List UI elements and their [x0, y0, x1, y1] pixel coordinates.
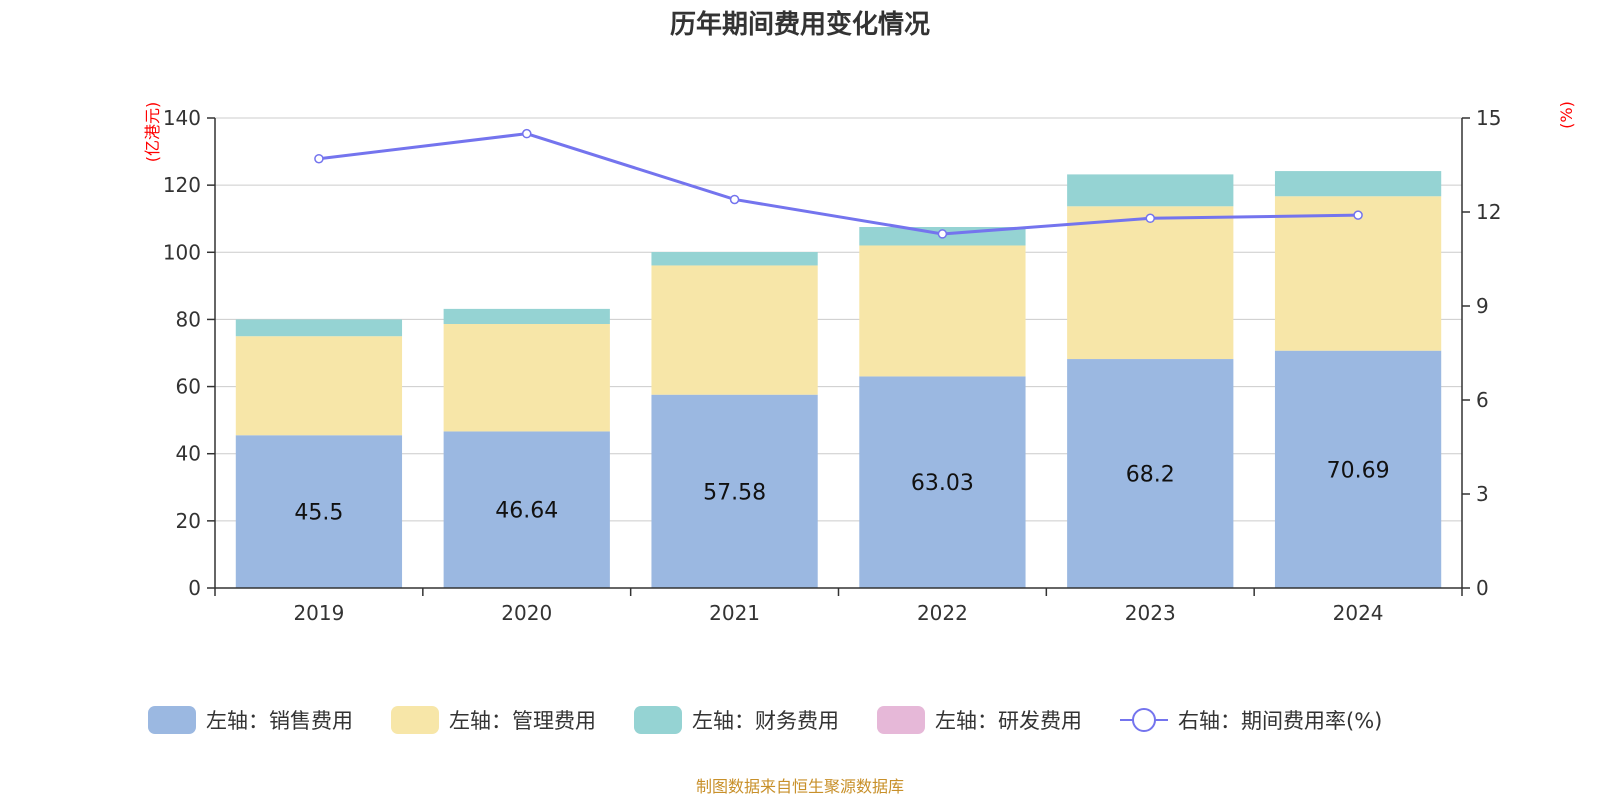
- legend-label: 左轴：研发费用: [935, 709, 1082, 733]
- bar-value-label: 46.64: [495, 499, 558, 524]
- bar-admin: [651, 265, 818, 395]
- bar-value-label: 63.03: [911, 471, 974, 496]
- legend-swatch: [391, 706, 439, 734]
- bar-sales: [859, 376, 1026, 588]
- legend-label: 左轴：销售费用: [206, 709, 353, 733]
- right-axis-unit: (%): [1557, 101, 1576, 129]
- legend-label: 右轴：期间费用率(%): [1178, 709, 1382, 733]
- bar-sales: [235, 435, 403, 588]
- bar-finance: [1274, 171, 1442, 197]
- bar-finance: [443, 308, 610, 324]
- right-axis-tick-label: 0: [1476, 576, 1489, 600]
- legend-swatch: [634, 706, 682, 734]
- legend-item-admin: 左轴：管理费用: [391, 706, 596, 734]
- legend-label: 左轴：管理费用: [449, 709, 596, 733]
- rate-point: [1353, 210, 1363, 220]
- right-axis-tick-label: 15: [1476, 106, 1501, 130]
- line-layer: [314, 128, 1363, 239]
- rate-point: [314, 153, 324, 164]
- bar-sales: [1067, 359, 1234, 588]
- grid-layer: [215, 117, 1462, 522]
- left-axis-tick-label: 60: [176, 375, 201, 399]
- x-axis-tick-label: 2023: [1125, 601, 1176, 625]
- bar-sales: [651, 394, 818, 588]
- left-axis-tick-label: 0: [188, 576, 201, 600]
- x-axis-tick-label: 2022: [917, 601, 968, 625]
- bar-finance: [1067, 174, 1234, 207]
- right-axis-tick-label: 12: [1476, 200, 1501, 224]
- label-layer: 45.5 46.64 57.58 63.03 68.2 70.69: [294, 458, 1389, 525]
- left-axis-tick-label: 100: [163, 240, 201, 264]
- bar-admin: [235, 336, 403, 436]
- rate-point: [729, 194, 740, 205]
- legend: 左轴：销售费用 左轴：管理费用 左轴：财务费用 左轴：研发费用 右轴：期间费用率(%): [148, 706, 1382, 734]
- axis-layer: 0 20 40 60 80 100 120 140 0 3 6 9 12 15 2019 2020 2021 20…: [163, 106, 1502, 625]
- rate-point: [522, 128, 532, 139]
- legend-label: 左轴：财务费用: [692, 709, 839, 733]
- bar-value-label: 68.2: [1126, 463, 1175, 488]
- bar-value-label: 45.5: [294, 501, 343, 526]
- bar-layer: [235, 171, 1442, 588]
- bar-value-label: 57.58: [703, 480, 766, 505]
- legend-item-finance: 左轴：财务费用: [634, 706, 839, 734]
- legend-swatch: [877, 706, 925, 734]
- x-axis-tick-label: 2021: [709, 601, 760, 625]
- left-axis-tick-label: 140: [163, 106, 201, 130]
- right-axis-tick-label: 3: [1476, 482, 1489, 506]
- bar-finance: [651, 252, 818, 266]
- rate-line: [318, 132, 1359, 236]
- bar-admin: [443, 323, 610, 432]
- legend-swatch: [148, 706, 196, 734]
- legend-item-rate: 右轴：期间费用率(%): [1120, 708, 1382, 733]
- data-source: 制图数据来自恒生聚源数据库: [696, 777, 904, 796]
- legend-item-sales: 左轴：销售费用: [148, 706, 353, 734]
- rate-point: [937, 229, 948, 239]
- bar-sales: [1274, 350, 1442, 588]
- right-axis-tick-label: 6: [1476, 388, 1489, 412]
- left-axis-tick-label: 80: [176, 307, 201, 331]
- left-axis-unit: (亿港元): [143, 102, 162, 163]
- right-axis-tick-label: 9: [1476, 294, 1489, 318]
- bar-sales: [443, 431, 610, 588]
- left-axis-tick-label: 40: [176, 442, 201, 466]
- x-axis-tick-label: 2024: [1333, 601, 1384, 625]
- left-axis-tick-label: 20: [176, 509, 201, 533]
- bar-finance: [235, 319, 403, 337]
- x-axis-tick-label: 2019: [293, 601, 344, 625]
- rate-point: [1145, 213, 1155, 224]
- chart-title: 历年期间费用变化情况: [670, 9, 930, 40]
- bar-admin: [1067, 206, 1234, 360]
- legend-swatch-marker: [1132, 708, 1156, 732]
- legend-item-rnd: 左轴：研发费用: [877, 706, 1082, 734]
- left-axis-tick-label: 120: [163, 173, 201, 197]
- bar-admin: [859, 245, 1026, 377]
- x-axis-tick-label: 2020: [501, 601, 552, 625]
- bar-admin: [1274, 196, 1442, 351]
- bar-value-label: 70.69: [1327, 458, 1390, 483]
